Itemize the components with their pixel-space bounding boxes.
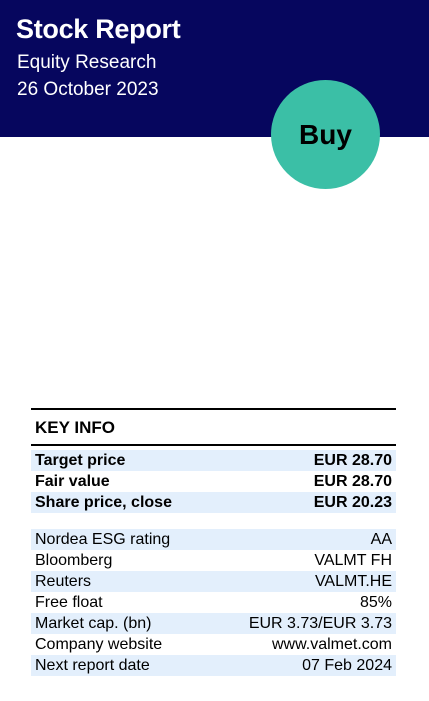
row-label: Fair value <box>35 472 110 490</box>
table-row: Reuters VALMT.HE <box>31 571 396 592</box>
row-value: 07 Feb 2024 <box>302 656 392 674</box>
top-rule <box>31 408 396 410</box>
row-value: VALMT.HE <box>314 572 392 590</box>
table-row: Next report date 07 Feb 2024 <box>31 655 396 676</box>
row-value: EUR 3.73/EUR 3.73 <box>248 614 392 632</box>
row-value: EUR 28.70 <box>313 451 392 469</box>
row-label: Free float <box>35 593 103 611</box>
key-info-title: KEY INFO <box>35 418 115 437</box>
row-label: Bloomberg <box>35 551 113 569</box>
row-label: Company website <box>35 635 163 653</box>
table-row: Fair value EUR 28.70 <box>31 471 396 492</box>
table-row: Nordea ESG rating AA <box>31 529 396 550</box>
report-header: Stock Report Equity Research 26 October … <box>0 0 429 137</box>
header-rule <box>31 444 396 446</box>
row-value: 85% <box>359 593 392 611</box>
report-subtitle: Equity Research <box>17 52 157 73</box>
primary-metrics: Target price EUR 28.70 Fair value EUR 28… <box>31 450 396 513</box>
table-row: Share price, close EUR 20.23 <box>31 492 396 513</box>
table-row: Target price EUR 28.70 <box>31 450 396 471</box>
key-info-table: KEY INFO Target price EUR 28.70 Fair val… <box>31 408 396 676</box>
table-row: Market cap. (bn) EUR 3.73/EUR 3.73 <box>31 613 396 634</box>
report-date: 26 October 2023 <box>17 79 159 100</box>
row-label: Share price, close <box>35 493 172 511</box>
rating-badge: Buy <box>271 80 380 189</box>
table-row: Bloomberg VALMT FH <box>31 550 396 571</box>
row-label: Next report date <box>35 656 150 674</box>
row-label: Reuters <box>35 572 92 590</box>
row-label: Market cap. (bn) <box>35 614 152 632</box>
report-title: Stock Report <box>16 14 181 44</box>
row-value: AA <box>370 530 392 548</box>
row-label: Target price <box>35 451 126 469</box>
rating-label: Buy <box>299 118 352 150</box>
row-value: www.valmet.com <box>271 635 392 653</box>
row-value: VALMT FH <box>314 551 392 569</box>
row-value: EUR 20.23 <box>313 493 392 511</box>
table-row: Company website www.valmet.com <box>31 634 396 655</box>
table-row: Free float 85% <box>31 592 396 613</box>
detail-metrics: Nordea ESG rating AA Bloomberg VALMT FH … <box>31 529 396 676</box>
row-value: EUR 28.70 <box>313 472 392 490</box>
row-label: Nordea ESG rating <box>35 530 171 548</box>
